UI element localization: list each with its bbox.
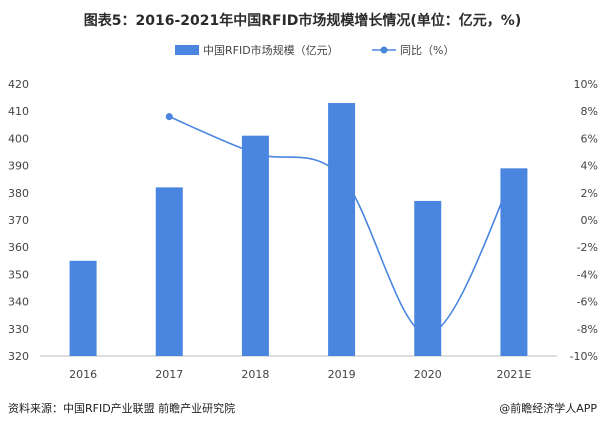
right-tick-label: 10% bbox=[574, 78, 598, 91]
line-series bbox=[165, 113, 515, 336]
left-tick-label: 350 bbox=[8, 268, 29, 281]
right-tick-label: 6% bbox=[581, 132, 598, 145]
right-tick-label: -8% bbox=[577, 323, 598, 336]
bar bbox=[155, 187, 183, 356]
right-tick-label: -4% bbox=[577, 268, 598, 281]
bar bbox=[69, 260, 97, 356]
left-y-axis: 320 330 340 350 360 370 380 390 400 410 420 bbox=[8, 78, 29, 363]
chart-title: 图表5：2016-2021年中国RFID市场规模增长情况(单位：亿元，%) bbox=[83, 13, 522, 29]
x-tick-label: 2016 bbox=[69, 368, 97, 381]
growth-line bbox=[168, 115, 515, 336]
brand-credit: @前瞻经济学人APP bbox=[499, 402, 597, 415]
right-tick-label: -2% bbox=[577, 241, 598, 254]
left-tick-label: 340 bbox=[8, 296, 29, 309]
x-tick-label: 2017 bbox=[155, 368, 183, 381]
right-tick-label: 8% bbox=[581, 105, 598, 118]
left-tick-label: 370 bbox=[8, 214, 29, 227]
line-point bbox=[165, 113, 173, 121]
legend-bar-label: 中国RFID市场规模（亿元） bbox=[203, 43, 339, 57]
bar bbox=[414, 200, 442, 356]
left-tick-label: 410 bbox=[8, 105, 29, 118]
right-y-axis: -10% -8% -6% -4% -2% 0% 2% 4% 6% 8% 10% bbox=[570, 78, 598, 363]
left-tick-label: 420 bbox=[8, 78, 29, 91]
right-tick-label: 0% bbox=[581, 214, 598, 227]
x-tick-label: 2020 bbox=[414, 368, 442, 381]
x-axis: 2016 2017 2018 2019 2020 2021E bbox=[69, 368, 531, 381]
chart-canvas: 中国RFID市场规模（亿元） 同比（%） 320 330 340 350 360 370 38… bbox=[8, 43, 598, 381]
right-tick-label: -6% bbox=[577, 296, 598, 309]
x-tick-label: 2018 bbox=[241, 368, 269, 381]
left-tick-label: 330 bbox=[8, 323, 29, 336]
right-tick-label: 4% bbox=[581, 160, 598, 173]
legend-line-label: 同比（%） bbox=[400, 44, 454, 57]
bar-series bbox=[69, 103, 528, 356]
left-tick-label: 320 bbox=[8, 350, 29, 363]
right-tick-label: 2% bbox=[581, 187, 598, 200]
left-tick-label: 400 bbox=[8, 132, 29, 145]
legend-line-marker bbox=[380, 46, 388, 54]
right-tick-label: -10% bbox=[570, 350, 598, 363]
left-tick-label: 360 bbox=[8, 241, 29, 254]
bar bbox=[500, 168, 528, 356]
left-tick-label: 390 bbox=[8, 160, 29, 173]
left-tick-label: 380 bbox=[8, 187, 29, 200]
x-tick-label: 2019 bbox=[328, 368, 356, 381]
legend-bar-swatch bbox=[175, 45, 199, 55]
x-tick-label: 2021E bbox=[496, 368, 531, 381]
bar bbox=[241, 135, 269, 356]
legend: 中国RFID市场规模（亿元） 同比（%） bbox=[175, 43, 454, 57]
source-note: 资料来源：中国RFID产业联盟 前瞻产业研究院 bbox=[8, 402, 236, 415]
bar bbox=[328, 103, 356, 356]
